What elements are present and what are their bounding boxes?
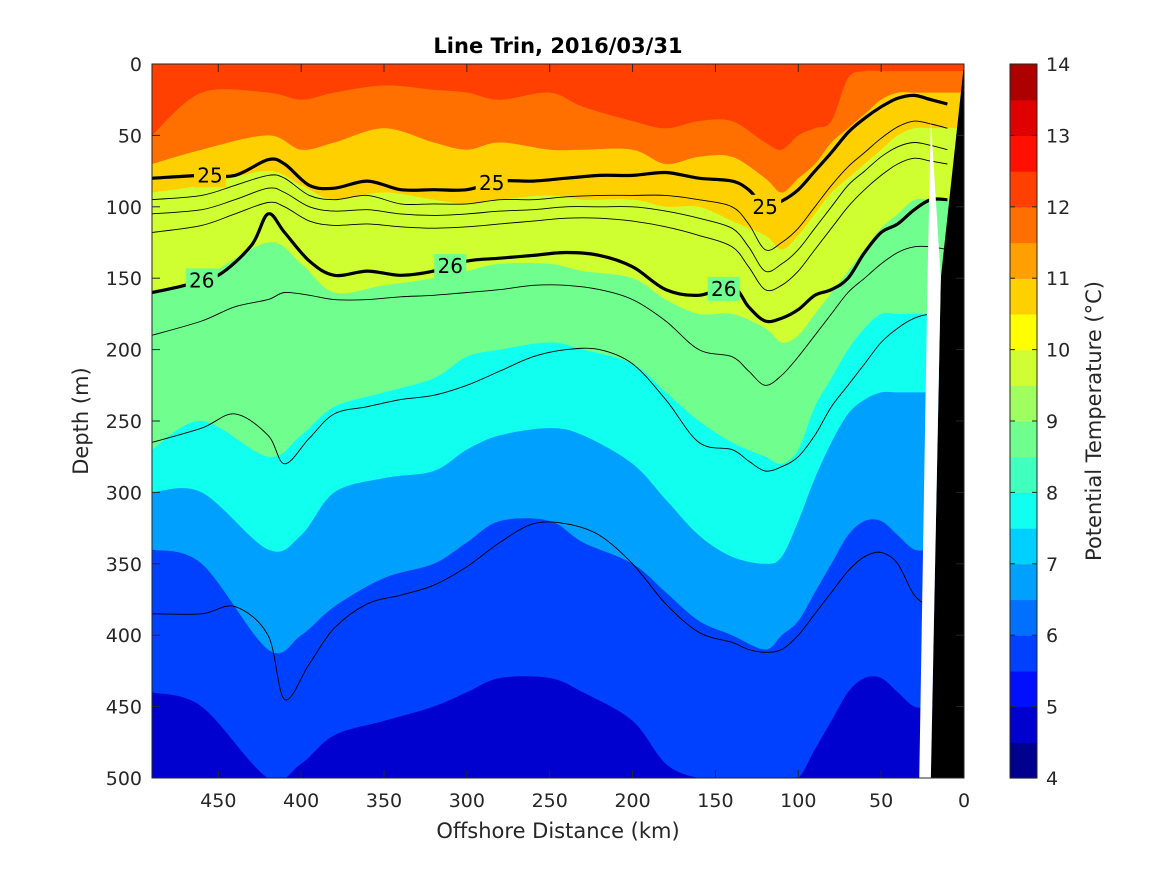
temperature-field <box>152 64 964 778</box>
thin-contour-5 <box>152 521 948 701</box>
x-tick-label: 450 <box>200 790 236 812</box>
density-label-25: 25 <box>479 171 504 195</box>
colorbar-swatch <box>1010 349 1037 386</box>
density-label-26: 26 <box>438 254 463 278</box>
y-tick-label: 300 <box>106 482 142 504</box>
x-tick-label: 50 <box>869 790 893 812</box>
y-tick-label: 0 <box>130 54 142 76</box>
colorbar-label: Potential Temperature (°C) <box>1082 281 1106 561</box>
colorbar-swatch <box>1010 135 1037 172</box>
density-label-bg <box>185 268 218 293</box>
colorbar-swatch <box>1010 171 1037 208</box>
colorbar-swatch <box>1010 635 1037 672</box>
colorbar-tick-label: 9 <box>1046 411 1058 433</box>
y-axis-label: Depth (m) <box>69 367 93 474</box>
density-label-25: 25 <box>197 163 222 187</box>
colorbar-swatch <box>1010 242 1037 279</box>
y-axis-ticks: 0 50 100 150 200 250 300 350 400 450 500 <box>106 54 964 790</box>
colorbar-tick-label: 6 <box>1046 625 1058 647</box>
colorbar-swatch <box>1010 706 1037 743</box>
y-tick-label: 150 <box>106 268 142 290</box>
y-tick-label: 200 <box>106 340 142 362</box>
colorbar-tick-label: 7 <box>1046 554 1058 576</box>
colorbar-tick-label: 12 <box>1046 197 1070 219</box>
density-label-bg <box>194 163 226 188</box>
thin-contour-3 <box>152 245 948 386</box>
colorbar-swatch <box>1010 492 1037 529</box>
x-axis-ticks: 450 400 350 300 250 200 150 100 50 0 <box>200 64 970 812</box>
x-tick-label: 400 <box>283 790 319 812</box>
colorbar-tick-label: 14 <box>1046 54 1070 76</box>
colorbar-swatch <box>1010 99 1037 136</box>
colorbar-swatch <box>1010 563 1037 601</box>
y-tick-label: 50 <box>118 125 142 147</box>
density-label-bg <box>749 194 782 219</box>
density-contour-25 <box>152 93 948 209</box>
colorbar: 4 5 6 7 8 9 10 11 12 13 14 <box>1009 54 1070 790</box>
y-tick-label: 100 <box>106 197 142 219</box>
density-label-26: 26 <box>711 277 736 301</box>
density-label-bg <box>434 254 467 279</box>
colorbar-tick-label: 11 <box>1046 268 1070 290</box>
thin-contour-4 <box>152 313 948 472</box>
land-mask <box>919 64 964 778</box>
y-tick-label: 400 <box>106 625 142 647</box>
density-label-26: 26 <box>189 268 214 292</box>
x-tick-label: 100 <box>780 790 816 812</box>
y-tick-label: 450 <box>106 697 142 719</box>
x-tick-label: 200 <box>614 790 650 812</box>
chart-title: Line Trin, 2016/03/31 <box>433 34 682 58</box>
colorbar-swatch <box>1010 742 1037 779</box>
density-contours: 25 25 25 26 26 26 <box>152 93 948 324</box>
colorbar-tick-label: 5 <box>1046 697 1058 719</box>
thin-contour-0 <box>152 120 948 251</box>
land-shape <box>930 64 964 778</box>
colorbar-swatch <box>1010 528 1037 565</box>
colorbar-swatch <box>1010 206 1037 244</box>
colorbar-swatch <box>1010 313 1037 351</box>
field-band-t5 <box>152 676 964 778</box>
colorbar-swatch <box>1010 278 1037 315</box>
colorbar-tick-label: 4 <box>1046 768 1058 790</box>
x-tick-label: 300 <box>449 790 485 812</box>
colorbar-swatch <box>1010 599 1037 636</box>
density-label-bg <box>707 276 740 301</box>
colorbar-swatch <box>1010 670 1037 708</box>
thin-contour-2 <box>152 157 948 292</box>
x-axis-label: Offshore Distance (km) <box>436 819 679 843</box>
x-tick-label: 250 <box>532 790 568 812</box>
colorbar-swatch <box>1010 421 1037 458</box>
y-tick-label: 500 <box>106 768 142 790</box>
density-label-bg <box>475 171 508 196</box>
x-tick-label: 0 <box>958 790 970 812</box>
colorbar-tick-label: 13 <box>1046 125 1070 147</box>
thin-contours <box>152 120 948 701</box>
land-margin <box>919 121 941 778</box>
density-contour-26 <box>152 197 948 324</box>
y-tick-label: 250 <box>106 411 142 433</box>
colorbar-swatch <box>1010 456 1037 493</box>
y-tick-label: 350 <box>106 554 142 576</box>
thin-contour-1 <box>152 142 948 273</box>
colorbar-swatch <box>1010 385 1037 422</box>
colorbar-tick-label: 10 <box>1046 340 1070 362</box>
x-tick-label: 150 <box>697 790 733 812</box>
x-tick-label: 350 <box>366 790 402 812</box>
field-band-t6 <box>152 518 964 778</box>
density-label-25: 25 <box>752 195 777 219</box>
colorbar-tick-label: 8 <box>1046 482 1058 504</box>
colorbar-swatch <box>1010 64 1037 101</box>
